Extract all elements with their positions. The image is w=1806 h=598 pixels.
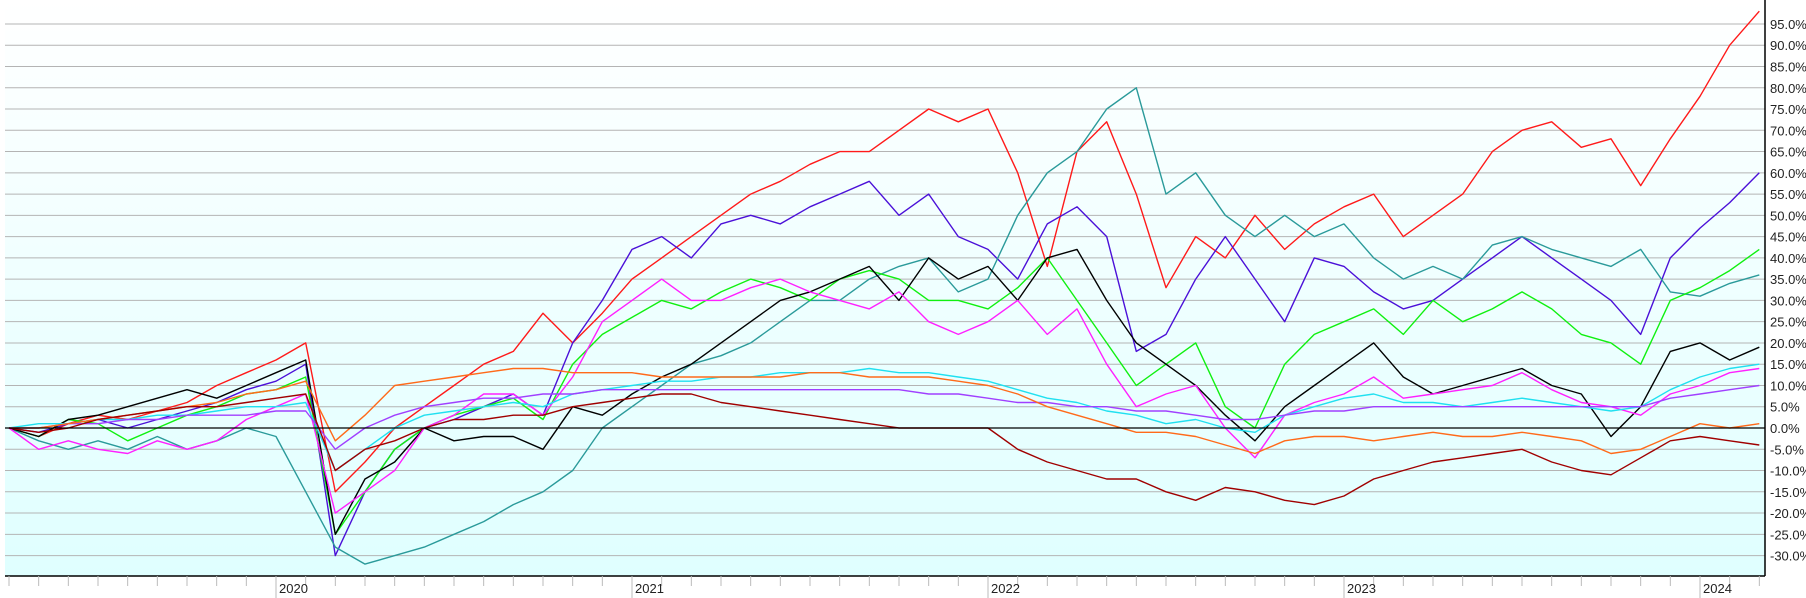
y-tick-label: 45.0% xyxy=(1770,230,1806,245)
x-tick-label: 2022 xyxy=(991,581,1020,596)
y-tick-label: -25.0% xyxy=(1770,527,1806,542)
y-tick-label: 35.0% xyxy=(1770,272,1806,287)
y-tick-label: -30.0% xyxy=(1770,549,1806,564)
y-tick-label: -5.0% xyxy=(1770,442,1804,457)
y-tick-label: 60.0% xyxy=(1770,166,1806,181)
y-tick-label: -10.0% xyxy=(1770,464,1806,479)
y-tick-label: 25.0% xyxy=(1770,315,1806,330)
y-tick-label: 30.0% xyxy=(1770,293,1806,308)
y-tick-label: 70.0% xyxy=(1770,123,1806,138)
series-line-2 xyxy=(8,172,1760,557)
x-tick-label: 2023 xyxy=(1347,581,1376,596)
y-tick-label: 55.0% xyxy=(1770,187,1806,202)
y-tick-label: 75.0% xyxy=(1770,102,1806,117)
series-line-8 xyxy=(9,384,1760,450)
y-tick-label: 15.0% xyxy=(1770,357,1806,372)
y-tick-label: 50.0% xyxy=(1770,208,1806,223)
y-tick-label: 80.0% xyxy=(1770,81,1806,96)
series-line-6 xyxy=(8,278,1760,514)
axes xyxy=(5,0,1766,577)
y-tick-label: 20.0% xyxy=(1770,336,1806,351)
y-tick-label: -15.0% xyxy=(1770,485,1806,500)
series-line-4 xyxy=(8,248,1760,535)
series-line-9 xyxy=(9,367,1760,455)
y-tick-label: 90.0% xyxy=(1770,38,1806,53)
series-lines xyxy=(8,10,1760,565)
series-line-1 xyxy=(8,10,1760,493)
x-tick-label: 2021 xyxy=(635,581,664,596)
x-axis-labels: 2020 2021 2022 2023 2024 xyxy=(8,576,1760,598)
y-tick-label: 40.0% xyxy=(1770,251,1806,266)
series-line-3 xyxy=(8,87,1760,565)
series-line-10 xyxy=(8,393,1760,506)
y-tick-label: -20.0% xyxy=(1770,506,1806,521)
plot-background xyxy=(5,0,1765,576)
y-tick-label: 95.0% xyxy=(1770,17,1806,32)
x-tick-label: 2020 xyxy=(279,581,308,596)
y-axis-labels: 95.0% 90.0% 85.0% 80.0% 75.0% 70.0% 65.0% 60.0%… xyxy=(1770,17,1806,564)
y-tick-label: 65.0% xyxy=(1770,145,1806,160)
y-tick-label: 10.0% xyxy=(1770,378,1806,393)
series-line-5 xyxy=(8,248,1760,535)
y-tick-label: 85.0% xyxy=(1770,59,1806,74)
y-tick-label: 5.0% xyxy=(1770,400,1800,415)
y-tick-label: 0.0% xyxy=(1770,421,1800,436)
x-tick-label: 2024 xyxy=(1703,581,1732,596)
